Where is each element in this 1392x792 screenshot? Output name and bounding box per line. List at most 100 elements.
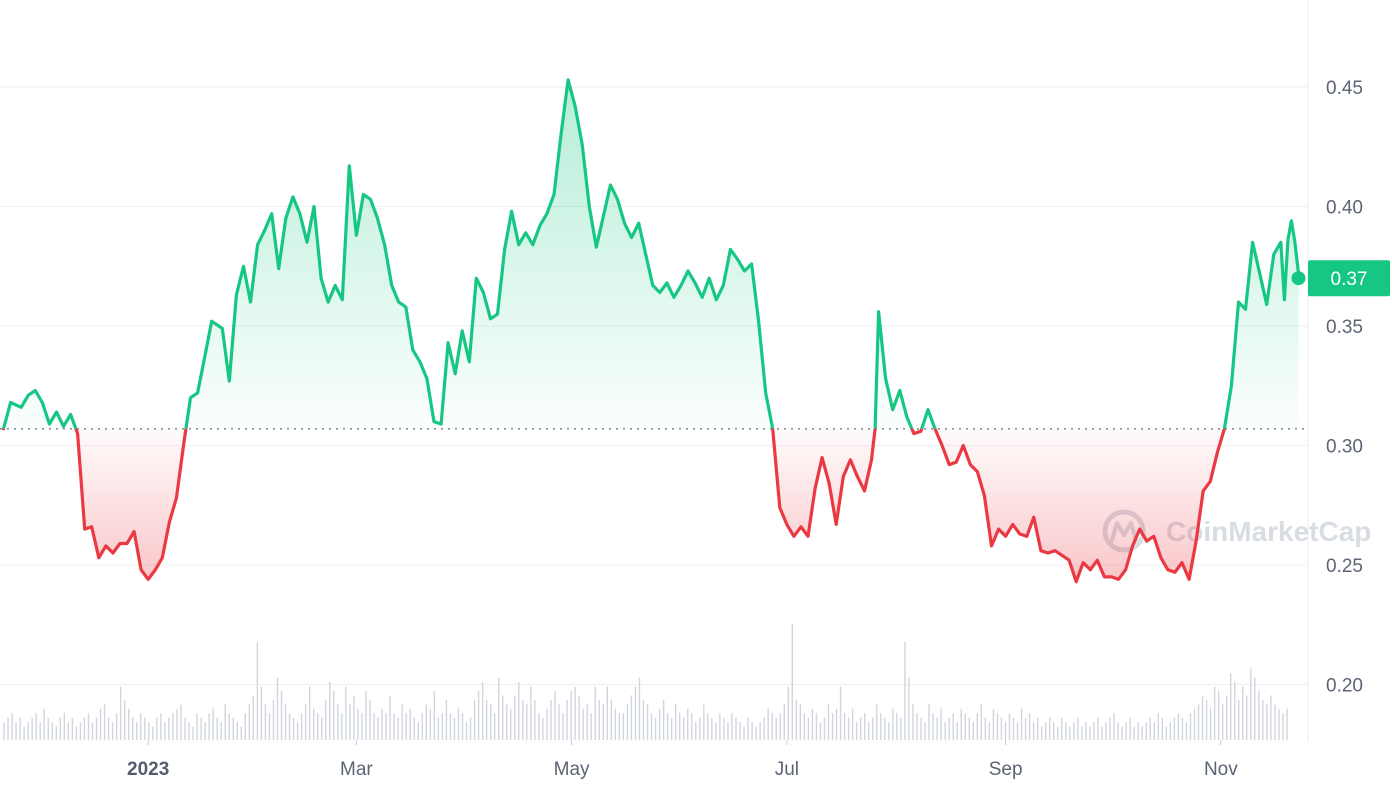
volume-bar xyxy=(35,713,37,740)
volume-bar xyxy=(594,686,596,740)
volume-bar xyxy=(1169,722,1172,740)
volume-bar xyxy=(546,708,548,740)
volume-bar xyxy=(1061,717,1063,740)
volume-bar xyxy=(123,699,126,740)
volume-bar xyxy=(1036,717,1039,740)
volume-bar xyxy=(180,704,182,740)
volume-bar xyxy=(1141,726,1143,740)
volume-bar xyxy=(900,717,902,740)
x-axis-ticks: 2023 Mar May Jul Sep Nov xyxy=(127,740,1238,780)
volume-bar xyxy=(284,704,287,740)
volume-bar xyxy=(727,722,729,740)
volume-bar xyxy=(972,722,974,740)
volume-bar xyxy=(642,699,645,740)
volume-bar xyxy=(1077,717,1079,740)
volume-bar xyxy=(1254,677,1256,740)
volume-bar xyxy=(1105,722,1107,740)
volume-bar xyxy=(815,713,818,740)
volume-bar xyxy=(1044,722,1047,740)
volume-bar xyxy=(570,690,572,740)
volume-bar xyxy=(843,713,846,740)
volume-bar xyxy=(280,690,283,740)
volume-bar xyxy=(288,713,291,740)
volume-bar xyxy=(208,713,210,740)
volume-bar xyxy=(140,713,142,740)
volume-bar xyxy=(859,717,862,740)
volume-bar xyxy=(1057,726,1059,740)
volume-bar xyxy=(872,717,874,740)
volume-bar xyxy=(196,713,198,740)
volume-bar xyxy=(1229,673,1232,740)
volume-bar xyxy=(1282,713,1284,740)
volume-bar xyxy=(172,713,174,740)
volume-bar xyxy=(1016,722,1019,740)
volume-bar xyxy=(1004,722,1007,740)
volume-bar xyxy=(353,695,355,740)
volume-bar xyxy=(437,717,440,740)
volume-bar xyxy=(224,704,226,740)
volume-bar xyxy=(409,708,411,740)
volume-bar xyxy=(566,699,568,740)
x-tick-label: May xyxy=(554,759,590,780)
volume-bar xyxy=(1177,713,1180,740)
volume-bar xyxy=(948,717,950,740)
volume-bar xyxy=(345,686,347,740)
volume-bar xyxy=(276,677,279,740)
volume-bar xyxy=(268,713,271,740)
volume-bar xyxy=(1197,704,1200,740)
volume-bar xyxy=(610,699,613,740)
volume-bar xyxy=(739,722,741,740)
volume-bar xyxy=(304,704,307,740)
volume-bar xyxy=(115,713,118,740)
volume-bar xyxy=(650,713,653,740)
volume-bar xyxy=(731,713,733,740)
volume-bar xyxy=(308,686,311,740)
volume-bar xyxy=(863,713,866,740)
volume-bar xyxy=(1093,722,1095,740)
volume-bar xyxy=(703,704,705,740)
volume-bar xyxy=(1049,717,1051,740)
volume-bar xyxy=(99,708,102,740)
volume-bar xyxy=(489,704,492,740)
last-price-dot xyxy=(1291,271,1306,286)
volume-bar xyxy=(55,726,57,740)
volume-bar xyxy=(417,722,419,740)
volume-bar xyxy=(132,717,134,740)
volume-bar xyxy=(1185,722,1188,740)
volume-bar xyxy=(7,717,9,740)
volume-bar xyxy=(884,717,886,740)
volume-bar xyxy=(630,695,633,740)
volume-bar xyxy=(445,699,448,740)
volume-bar xyxy=(831,713,834,740)
volume-bar xyxy=(1234,682,1236,740)
volume-bar xyxy=(912,704,914,740)
volume-bar xyxy=(920,717,922,740)
volume-bar xyxy=(111,722,114,740)
volume-bar xyxy=(264,704,267,740)
volume-bar xyxy=(666,713,669,740)
volume-bar xyxy=(896,713,898,740)
volume-bar xyxy=(683,717,685,740)
volume-bar xyxy=(325,699,327,740)
volume-bar xyxy=(1137,722,1139,740)
volume-bar xyxy=(1221,704,1224,740)
volume-bar xyxy=(996,713,999,740)
volume-bar xyxy=(337,704,339,740)
volume-bar xyxy=(1262,699,1264,740)
volume-bar xyxy=(1258,690,1260,740)
volume-bar xyxy=(691,713,693,740)
volume-bar xyxy=(888,722,890,740)
volume-bar xyxy=(707,713,709,740)
volume-bar xyxy=(481,682,484,740)
volume-bar xyxy=(272,699,275,740)
volume-bar xyxy=(851,708,854,740)
volume-bar xyxy=(389,695,391,740)
volume-bar xyxy=(1065,722,1067,740)
volume-bar xyxy=(212,708,214,740)
volume-bar xyxy=(638,677,641,740)
volume-bar xyxy=(606,686,608,740)
volume-bar xyxy=(228,713,230,740)
volume-bar xyxy=(944,722,946,740)
